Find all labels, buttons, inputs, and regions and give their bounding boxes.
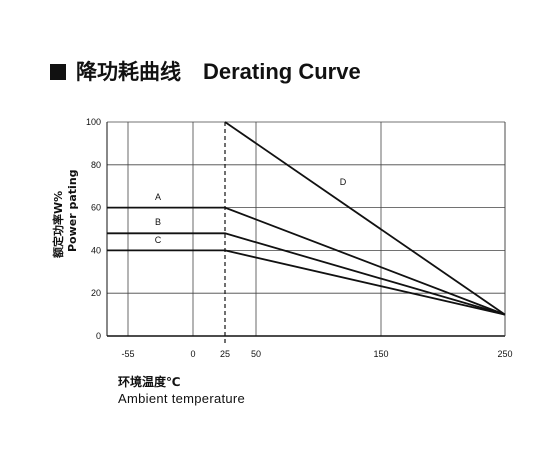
tick-labels-group: 0 20 40 60 80 100 -55 0 25 50 150 250 <box>86 117 513 359</box>
chart-grid <box>107 121 506 336</box>
chart-heading: 降功耗曲线 Derating Curve <box>50 58 361 86</box>
series-label-d: D <box>340 177 347 187</box>
y-axis-label-cn: 额定功率W% <box>51 191 65 258</box>
series-label-a: A <box>155 192 161 202</box>
x-tick-label: 0 <box>190 349 195 359</box>
y-tick-label: 40 <box>91 245 101 255</box>
x-tick-label: 250 <box>497 349 512 359</box>
chart-axes <box>106 122 506 337</box>
heading-en: Derating Curve <box>203 59 361 84</box>
series-label-c: C <box>155 235 162 245</box>
y-axis-label-en: Power pating <box>66 169 79 252</box>
y-tick-label: 100 <box>86 117 101 127</box>
x-tick-label: 150 <box>373 349 388 359</box>
x-tick-label: 50 <box>251 349 261 359</box>
square-bullet-icon <box>50 64 66 80</box>
series-label-b: B <box>155 217 161 227</box>
series-line-d <box>224 121 506 316</box>
series-line-b <box>107 232 506 316</box>
series-line-a <box>107 206 506 316</box>
y-tick-label: 20 <box>91 288 101 298</box>
x-tick-label: -55 <box>121 349 134 359</box>
x-tick-label: 25 <box>220 349 230 359</box>
y-axis-label: 额定功率W% Power pating <box>51 169 79 258</box>
series-group: A BC D <box>107 121 506 316</box>
x-axis-label-cn: 环境温度℃ <box>118 375 181 389</box>
y-tick-label: 60 <box>91 203 101 213</box>
y-tick-label: 80 <box>91 160 101 170</box>
heading-cn: 降功耗曲线 <box>76 60 181 84</box>
x-axis-label-en: Ambient temperature <box>118 391 246 406</box>
y-tick-label: 0 <box>96 331 101 341</box>
series-line-c <box>107 249 506 316</box>
